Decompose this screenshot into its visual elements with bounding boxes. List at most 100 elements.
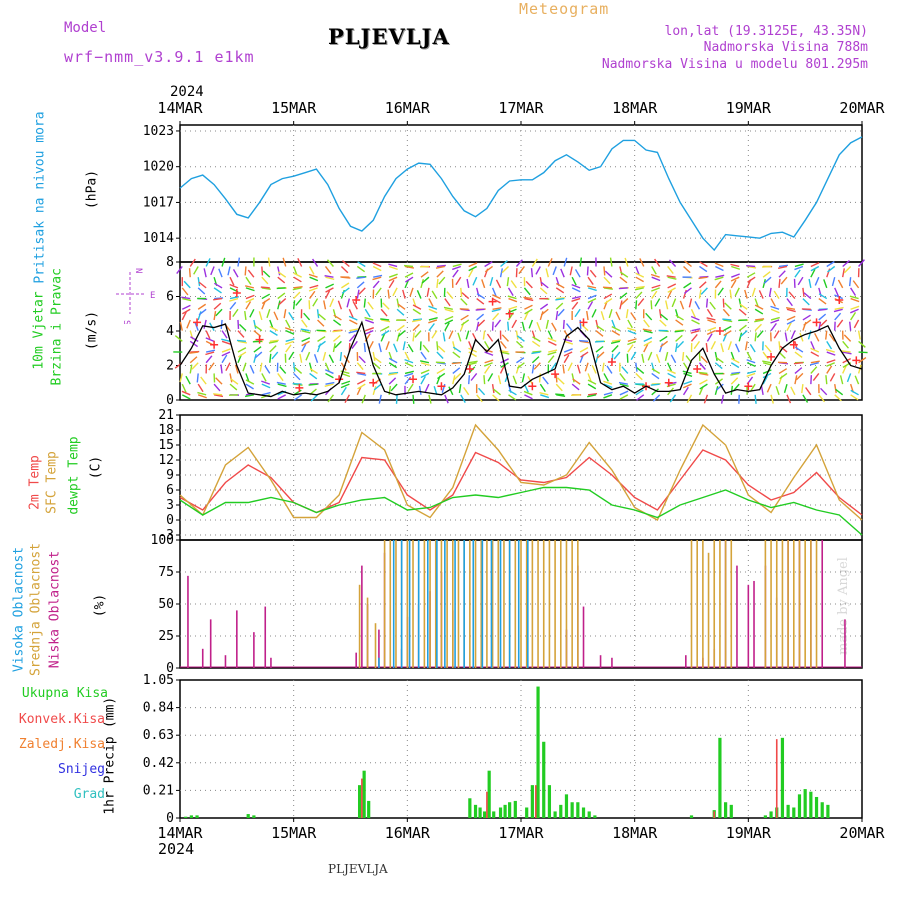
wind-arrow [764,344,772,353]
wind-arrow [778,264,789,268]
wind-arrow [221,348,231,353]
wind-arrow [734,343,740,353]
wind-gust-marker [437,382,446,391]
wind-arrow [738,332,743,342]
wind-arrow [651,372,660,380]
wind-arrow [444,394,449,404]
wind-arrow [197,287,206,295]
wind-arrow [706,317,716,321]
wind-arrow [722,308,730,317]
wind-arrow [375,287,382,296]
wind-arrow [604,297,613,305]
wind-arrow [834,394,842,402]
wind-arrow [850,311,857,321]
wind-arrow [468,262,478,268]
wind-arrow [738,308,747,316]
wind-arrow [828,333,836,342]
wind-arrow [420,362,430,366]
wind-arrow [555,297,565,301]
wind-arrow [636,394,645,401]
wind-arrow [277,373,284,382]
wind-arrow [700,355,708,364]
precip-xtick-label: 17MAR [498,824,544,842]
wind-arrow [483,362,493,367]
wind-arrow [332,343,336,353]
precip-ytick-label: 0 [166,811,174,826]
wind-arrow [309,372,318,380]
wind-arrow [539,287,548,295]
precip-ytick-label: 0.84 [143,701,174,716]
wind-gust-marker [505,309,514,318]
wind-arrow [404,351,410,361]
wind-arrow [709,301,716,310]
wind-arrow [786,308,796,313]
wind-arrow [301,340,310,347]
wind-arrow [361,394,366,404]
wind-arrow [714,351,718,362]
wind-arrow [277,292,286,300]
wind-arrow [326,259,334,267]
wind-arrow [404,372,414,377]
wind-arrow [230,378,239,385]
wind-arrow [714,276,724,281]
wind-arrow [625,309,629,319]
wind-arrow [428,394,432,404]
wind-arrow [221,340,231,345]
wind-arrow [397,330,406,337]
wind-arrow [412,323,420,332]
wind-arrow [603,276,611,285]
wind-arrow [778,265,788,269]
pressure-xtick-label: 14MAR [157,99,203,117]
wind-arrow [606,365,613,374]
wind-arrow [802,394,809,403]
wind-arrow [603,373,609,382]
wind-arrow [576,364,581,374]
wind-arrow [571,383,580,391]
wind-arrow [288,312,295,321]
wind-arrow [501,334,510,342]
wind-arrow [402,341,406,351]
wind-arrow [390,383,398,392]
wind-arrow [476,313,485,321]
wind-arrow [730,263,740,268]
wind-arrow [595,345,604,353]
precip-bar [189,815,193,818]
wind-arrow [388,276,398,282]
wind-arrow [667,283,677,289]
pressure-xtick-label: 17MAR [498,99,544,117]
wind-arrow [301,343,307,353]
wind-arrow [636,367,645,374]
precip-bar [468,798,472,818]
wind-gust-marker [255,335,264,344]
wind-arrow [293,276,302,283]
precip-bar [564,794,569,818]
wind-arrow [524,394,533,400]
wind-arrow [364,308,371,318]
wind-arrow [357,383,366,390]
wind-arrow [237,351,247,358]
wind-arrow [589,269,597,278]
wind-arrow [574,308,581,318]
precip-bar [246,814,250,818]
wind-arrow [515,259,523,267]
wind-arrow [245,276,252,286]
wind-arrow [730,377,739,385]
wind-arrow [635,285,645,289]
wind-arrow [758,290,764,299]
station-title: PLJEVLJA [328,24,450,49]
wind-arrow [603,380,613,385]
wind-arrow [261,391,271,396]
wind-arrow [569,266,573,276]
wind-arrow [749,344,756,353]
wind-arrow [492,394,500,402]
wind-arrow [237,330,245,338]
wind-arrow [324,369,334,375]
compass-n: N [133,268,143,273]
wind-arrow [403,264,414,268]
wind-arrow [643,343,649,353]
wind-arrow [395,394,398,404]
wind-arrow [714,280,722,289]
wind-arrow [242,362,247,372]
wind-arrow [424,383,430,393]
wind-arrow [245,297,255,303]
